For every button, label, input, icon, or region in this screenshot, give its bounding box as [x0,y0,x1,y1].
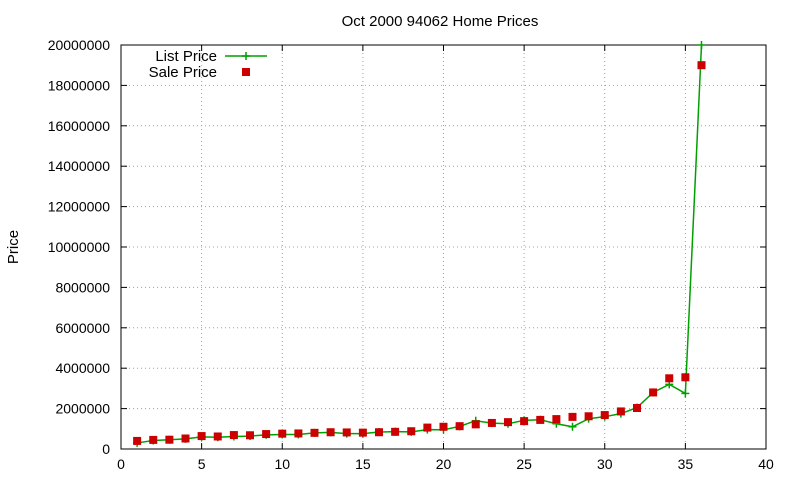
sale-price-point [133,436,142,445]
x-tick-label: 10 [274,456,290,472]
x-tick-label: 0 [117,456,125,472]
sale-price-point [584,412,593,421]
sale-price-point [165,435,174,444]
sale-price-point [342,428,351,437]
list-price-point [697,41,706,49]
legend-entry-sale-price: Sale Price [149,64,217,81]
sale-price-point [487,418,496,427]
sale-price-point [197,432,206,441]
sale-price-point [600,411,609,420]
sale-price-point [181,434,190,443]
x-tick-label: 35 [678,456,694,472]
sale-price-point [310,428,319,437]
sale-price-point [391,427,400,436]
sale-price-point [439,422,448,431]
sale-price-point [423,423,432,432]
legend-entry-list-price: List Price [155,48,217,65]
sale-price-point [536,415,545,424]
sale-price-point [246,431,254,440]
y-tick-label: 14000000 [48,158,111,174]
sale-price-point [681,373,690,382]
sale-price-point [665,374,674,383]
y-tick-label: 0 [102,441,110,457]
list-price-line [137,44,703,444]
x-tick-label: 25 [516,456,532,472]
sale-price-point [552,415,561,424]
legend-swatch-sale-price [242,68,250,76]
sale-price-point [294,429,303,438]
y-axis-label: Price [5,230,22,264]
y-tick-label: 8000000 [55,279,110,295]
y-tick-label: 6000000 [55,320,110,336]
sale-price-point [649,388,658,397]
list-price-point [681,389,690,398]
sale-price-point [504,418,512,427]
sale-price-point [520,417,529,426]
y-tick-label: 20000000 [48,37,111,53]
sale-price-point [375,428,383,437]
x-tick-label: 5 [198,456,206,472]
sale-price-point [455,422,464,431]
sale-price-point [229,431,238,440]
sale-price-point [278,429,287,438]
sale-price-point [262,430,271,439]
y-tick-label: 12000000 [48,199,111,215]
list-price-point [568,422,577,431]
x-tick-label: 40 [758,456,774,472]
sale-price-point [697,61,706,70]
y-tick-label: 16000000 [48,118,111,134]
sale-price-point [616,407,625,416]
chart-title: Oct 2000 94062 Home Prices [342,13,539,30]
sale-price-point [407,427,416,436]
y-tick-label: 2000000 [55,401,110,417]
x-tick-label: 30 [597,456,613,472]
sale-price-point [149,435,158,444]
x-tick-label: 15 [355,456,371,472]
x-tick-label: 20 [436,456,452,472]
axes: 0 5 10 15 20 25 30 35 40 0 2000000 4000000 6000000 80… [48,37,774,472]
sale-price-point [358,428,367,437]
sale-price-point [213,432,222,441]
y-tick-label: 10000000 [48,239,111,255]
y-tick-label: 18000000 [48,77,111,93]
sale-price-point [326,428,335,437]
y-tick-label: 4000000 [55,360,110,376]
sale-price-point [568,412,577,421]
series [133,41,706,447]
grid [121,45,766,449]
sale-price-point [633,403,641,412]
sale-price-point [471,420,480,429]
